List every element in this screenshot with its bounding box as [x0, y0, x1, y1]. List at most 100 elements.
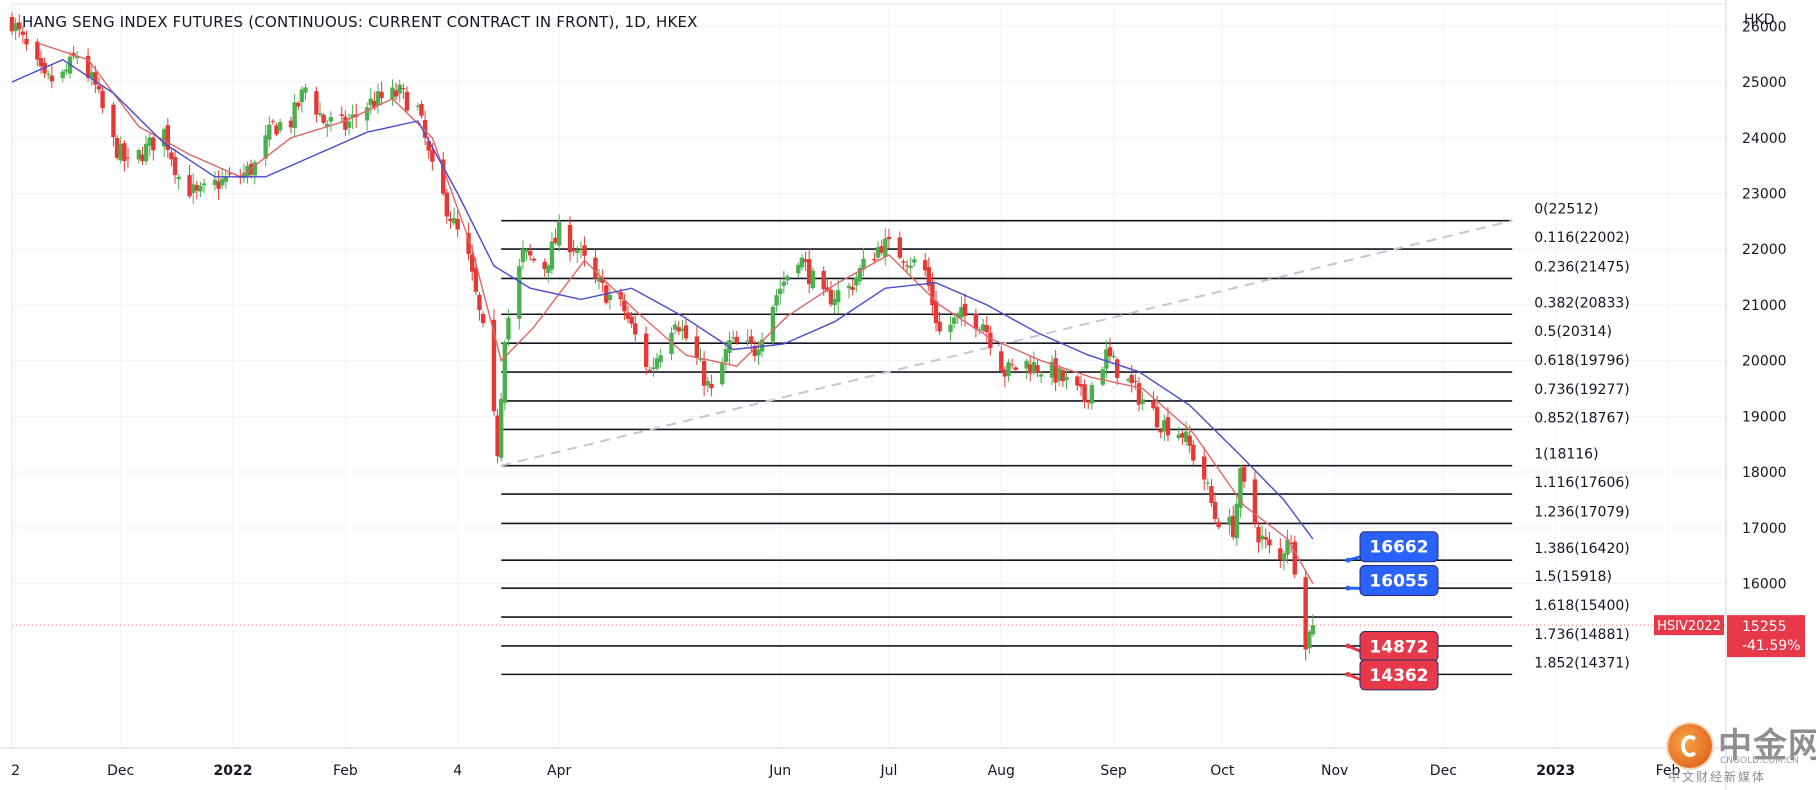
candle-body: [415, 105, 421, 107]
candle: [1201, 447, 1207, 491]
candle: [444, 188, 450, 224]
candle: [745, 329, 750, 347]
candle-body: [701, 360, 707, 386]
candle-body: [1288, 543, 1294, 545]
candle-body: [683, 325, 689, 339]
candle: [1238, 465, 1243, 518]
candle: [658, 349, 663, 368]
candle: [270, 119, 276, 125]
trend-line: [500, 219, 1513, 467]
candle-body: [1140, 399, 1145, 404]
candle-body: [136, 150, 142, 160]
candle: [1303, 571, 1308, 661]
candle-body: [252, 162, 257, 176]
candle-body: [118, 143, 123, 161]
candle-body: [328, 117, 334, 122]
candle: [1089, 381, 1095, 410]
candle-body: [955, 313, 960, 318]
candle-body: [810, 270, 816, 288]
candle-body: [85, 55, 91, 78]
candle-body: [444, 192, 450, 217]
candle-body: [517, 266, 522, 319]
candle-body: [756, 349, 761, 356]
price-tick-label: 20000: [1742, 354, 1787, 370]
candle-body: [937, 321, 942, 332]
candle: [140, 146, 145, 166]
candle-body: [1252, 479, 1258, 524]
candle-body: [470, 254, 475, 272]
candle: [912, 255, 917, 267]
candle: [1100, 366, 1105, 387]
candle-body: [441, 159, 446, 194]
candle: [466, 222, 471, 261]
fib-level-label: 1.736(14881): [1534, 627, 1630, 643]
candle: [807, 248, 812, 294]
candle-body: [498, 398, 504, 458]
candle-body: [1089, 385, 1095, 404]
callout-box: [1359, 531, 1439, 563]
candle: [1107, 337, 1113, 362]
candle-body: [908, 265, 913, 268]
candle-body: [1162, 420, 1167, 432]
candle: [600, 269, 605, 293]
candle-body: [24, 38, 29, 45]
candle: [100, 85, 105, 114]
candle-body: [172, 157, 178, 176]
candle: [832, 290, 837, 314]
candle: [1259, 525, 1265, 550]
last-price-box: [1727, 615, 1805, 658]
candle: [1234, 494, 1240, 547]
candle-body: [643, 333, 649, 367]
candle: [1310, 614, 1316, 637]
candle-body: [582, 245, 587, 256]
time-tick-label: Jun: [768, 763, 791, 779]
candle: [96, 77, 102, 94]
candle-body: [781, 281, 787, 286]
candle-body: [1053, 358, 1058, 383]
candle-body: [575, 250, 580, 253]
candle-body: [212, 179, 218, 185]
candle: [582, 236, 587, 267]
price-tick-label: 21000: [1742, 298, 1787, 314]
candle: [212, 171, 218, 191]
candle: [654, 352, 660, 372]
candle-body: [1028, 364, 1033, 374]
price-tick-label: 24000: [1742, 131, 1787, 147]
candle: [629, 311, 634, 328]
candle-body: [1057, 368, 1062, 381]
time-tick-label: Nov: [1321, 763, 1348, 779]
candle: [143, 135, 149, 166]
candle: [549, 232, 555, 275]
candle: [125, 147, 131, 168]
candle: [846, 282, 852, 299]
candle: [596, 268, 602, 290]
candle: [89, 62, 94, 86]
candle-body: [151, 137, 156, 151]
candle: [926, 257, 931, 292]
candle: [835, 279, 841, 314]
time-tick-label: 2: [11, 763, 20, 779]
last-price-change: -41.59%: [1742, 638, 1800, 654]
candle: [828, 280, 834, 307]
candle: [1053, 350, 1058, 392]
candle: [147, 132, 152, 157]
candle-body: [17, 22, 22, 30]
candle-body: [633, 323, 638, 335]
candle-body: [883, 238, 888, 258]
candle: [1165, 407, 1171, 442]
price-tick-label: 16000: [1742, 577, 1787, 593]
time-tick-label: Sep: [1100, 763, 1127, 779]
candle-body: [832, 299, 837, 306]
candle: [861, 247, 866, 277]
candle: [1205, 478, 1211, 490]
candle-body: [962, 303, 968, 317]
callout-box: [1359, 659, 1439, 691]
symbol-tag-box: [1654, 615, 1724, 636]
candle-body: [111, 104, 116, 138]
candle-body: [723, 349, 729, 363]
candle-body: [1307, 631, 1312, 649]
candle-body: [930, 281, 935, 306]
watermark-domain: CNGOLD.COM.CN: [1720, 756, 1799, 766]
candle-body: [1238, 468, 1243, 508]
